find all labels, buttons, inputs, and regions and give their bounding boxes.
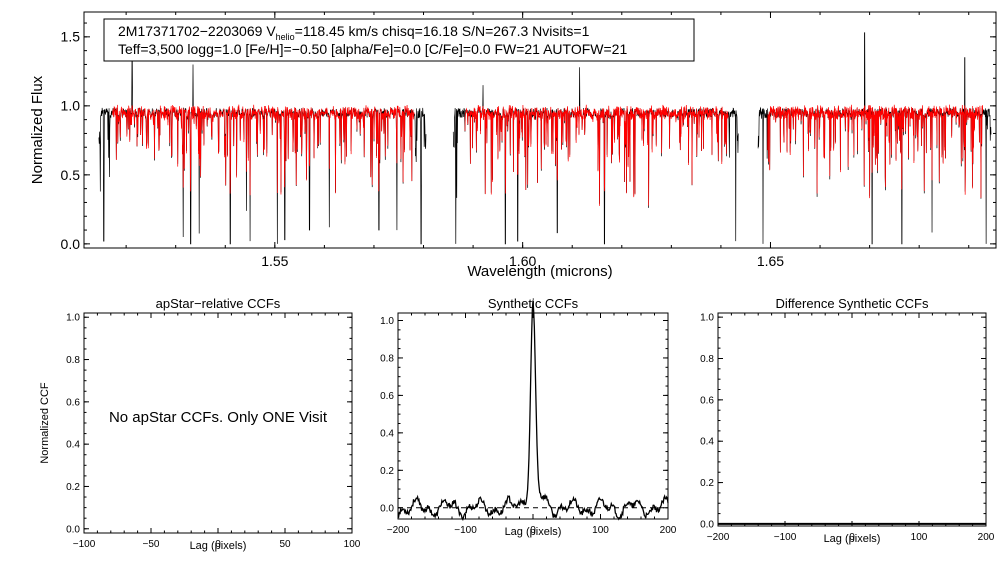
y-axis-label: Normalized CCF	[39, 382, 51, 464]
y-tick-label: 0.5	[61, 167, 81, 183]
model-spectrum-chip-2	[464, 104, 729, 206]
panel-title: apStar−relative CCFs	[156, 296, 281, 311]
y-tick-label: 0.0	[66, 524, 80, 535]
x-tick-label: 0	[530, 525, 536, 536]
x-tick-label: 100	[911, 532, 928, 543]
synthetic-ccf-panel: −200 −100 0 100 2000.00.20.40.60.81.0Synthet…	[380, 296, 677, 538]
y-tick-label: 0.8	[700, 354, 714, 365]
observed-spectrum-chip-3	[757, 32, 992, 245]
y-tick-label: 0.0	[380, 503, 394, 514]
y-tick-label: 1.5	[61, 29, 81, 45]
x-tick-label: −200	[387, 525, 410, 536]
y-tick-label: 0.4	[700, 437, 714, 448]
panel-title: Difference Synthetic CCFs	[776, 296, 929, 311]
x-axis-label: Wavelength (microns)	[467, 263, 612, 280]
difference-ccf-panel: −200 −100 0 100 200 0.0 0.2 0.4 0.6 0.8 1.0 Differe…	[700, 296, 995, 545]
x-tick-label: 1.65	[757, 253, 784, 269]
y-tick-label: 0.2	[380, 466, 394, 477]
vhelio-subscript: helio	[276, 32, 295, 42]
y-tick-label: 0.0	[700, 519, 714, 530]
y-tick-label: 1.0	[380, 316, 394, 327]
y-tick-label: 0.8	[380, 353, 394, 364]
model-spectrum-chip-3	[767, 104, 984, 199]
y-tick-label: 0.2	[700, 478, 714, 489]
x-tick-label: 50	[279, 539, 291, 550]
plot-frame	[83, 11, 997, 249]
y-tick-label: 1.0	[61, 98, 81, 114]
y-tick-label: 0.0	[61, 236, 81, 252]
header-box: 2M17371702−2203069 Vhelio=118.45 km/s ch…	[103, 18, 695, 62]
header-stats: =118.45 km/s chisq=16.18 S/N=267.3 Nvisi…	[295, 23, 590, 39]
object-id: 2M17371702−2203069	[118, 23, 266, 39]
observed-spectrum-chip-2	[452, 67, 739, 245]
header-line-1: 2M17371702−2203069 Vhelio=118.45 km/s ch…	[118, 23, 590, 42]
y-tick-label: 0.6	[380, 391, 394, 402]
x-tick-label: 100	[344, 539, 361, 550]
x-tick-label: 200	[660, 525, 677, 536]
x-tick-label: −100	[73, 539, 96, 550]
x-tick-label: 100	[592, 525, 609, 536]
header-frame	[103, 18, 695, 62]
x-tick-label: −100	[774, 532, 797, 543]
x-tick-label: 200	[978, 532, 995, 543]
y-tick-label: 0.4	[66, 440, 80, 451]
x-tick-label: 1.60	[509, 253, 536, 269]
spectrum-panel: 1.55 1.60 1.65 0.0 0.5 1.0 1.5 Wavelength (micr…	[29, 11, 997, 280]
y-axis-label: Normalized Flux	[29, 75, 46, 184]
vhelio-symbol: V	[266, 23, 276, 39]
x-tick-label: 1.55	[261, 253, 288, 269]
x-axis-label: Lag (pixels)	[190, 540, 247, 552]
header-line-2: Teff=3,500 logg=1.0 [Fe/H]=−0.50 [alpha/…	[118, 41, 627, 57]
x-tick-label: −50	[143, 539, 160, 550]
y-tick-label: 0.6	[700, 395, 714, 406]
y-tick-label: 0.2	[66, 482, 80, 493]
plot-frame	[717, 312, 987, 527]
y-tick-label: 1.0	[66, 313, 80, 324]
x-tick-label: 0	[215, 539, 221, 550]
x-axis-label: Lag (pixels)	[824, 533, 881, 545]
x-axis-label: Lag (pixels)	[505, 526, 562, 538]
plot-frame	[397, 312, 669, 520]
apstar-ccf-panel: −100 −50 0 50 100 0.0 0.2 0.4 0.6 0.8 1.0 apStar−re…	[39, 296, 361, 552]
y-tick-label: 0.6	[66, 397, 80, 408]
y-tick-label: 0.4	[380, 428, 394, 439]
synthetic-ccf-line	[397, 300, 669, 522]
y-tick-label: 1.0	[700, 313, 714, 324]
y-tick-label: 0.8	[66, 355, 80, 366]
model-spectrum-chip-1	[111, 104, 415, 196]
x-tick-label: 0	[849, 532, 855, 543]
x-tick-label: −200	[707, 532, 730, 543]
no-ccf-annotation: No apStar CCFs. Only ONE Visit	[109, 409, 328, 426]
x-tick-label: −100	[454, 525, 477, 536]
